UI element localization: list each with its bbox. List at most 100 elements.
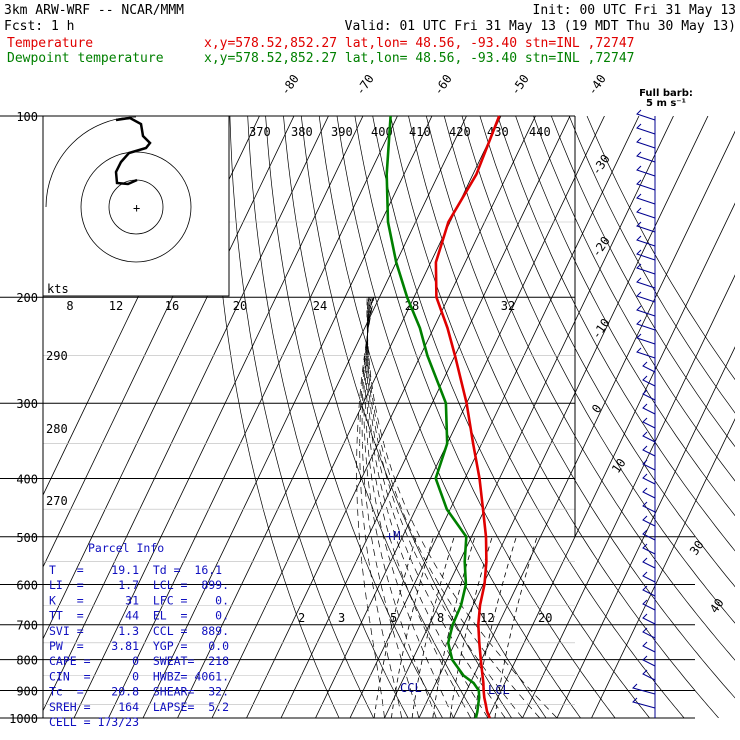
dry-adiabat [497, 116, 735, 552]
pressure-label: 500 [16, 531, 38, 545]
moist-adiabat [364, 297, 454, 718]
parcel-info-table: T = 19.1 Td = 16.1LI = 1.7 LCL = 899.K =… [49, 563, 229, 729]
dry-adiabat [568, 116, 735, 414]
wind-barb [632, 697, 656, 709]
wind-barb [642, 543, 656, 555]
hodograph-frame [42, 115, 230, 297]
forecast-hour: Fcst: 1 h [4, 19, 74, 34]
dry-adiabat [425, 116, 735, 699]
temperature-location: x,y=578.52,852.27 lat,lon= 48.56, -93.40… [204, 36, 634, 51]
theta-label: 410 [409, 125, 431, 139]
dry-adiabat [479, 116, 735, 588]
wind-barb [642, 417, 656, 429]
wind-barb [642, 473, 656, 485]
parcel-info-row: CAPE = 0 SWEAT= 218 [49, 654, 229, 668]
pressure-label: 400 [16, 472, 38, 486]
wind-barb [642, 613, 656, 625]
isotherm-label: -50 [508, 72, 532, 98]
moist-adiabat [366, 297, 541, 718]
pressure-label: 800 [16, 654, 38, 668]
isotherm-line [177, 116, 467, 718]
parcel-info-title: Parcel Info [88, 541, 164, 555]
dry-adiabat [461, 116, 735, 624]
pressure-label: 300 [16, 397, 38, 411]
parcel-info-row: CELL = 173/23 [49, 715, 139, 729]
wind-barb [636, 291, 656, 303]
parcel-info-row: TT = 44 EL = 0. [49, 609, 229, 623]
parcel-info-row: PW = 3.81 YGP = 0.0 [49, 639, 229, 653]
isotherm-line [280, 116, 571, 718]
wind-barb [642, 571, 656, 583]
wind-barb [632, 683, 656, 695]
theta-label: 440 [529, 125, 551, 139]
wind-barb [636, 305, 656, 317]
theta-label: 270 [46, 494, 68, 508]
isotherm-line [246, 116, 536, 718]
wind-barb [636, 235, 656, 247]
theta-label: 390 [331, 125, 353, 139]
hodo-center: + [133, 201, 140, 215]
wind-barb [642, 459, 656, 471]
hodo-speed-label: 8 [66, 299, 73, 313]
mixing-ratio-label: 5 [390, 611, 397, 625]
parcel-info-row: K = 31 LFC = 0. [49, 593, 229, 607]
mixing-ratio-label: 12 [480, 611, 494, 625]
parcel-info-row: T = 19.1 Td = 16.1 [49, 563, 222, 577]
wind-barb [642, 431, 656, 443]
lcl-label: LCL [488, 683, 510, 697]
wind-barb [636, 207, 656, 219]
mixing-ratio-label: 20 [538, 611, 552, 625]
parcel-info-row: LI = 1.7 LCL = 899. [49, 578, 229, 592]
dry-adiabat [586, 116, 735, 381]
wind-barb [642, 501, 656, 513]
model-title: 3km ARW-WRF -- NCAR/MMM [4, 3, 184, 18]
isotherm-line [556, 346, 735, 718]
parcel-info-row: SREH = 164 LAPSE= 5.2 [49, 700, 229, 714]
wind-barb [642, 361, 656, 373]
isotherm-line [43, 116, 295, 640]
isotherm-label: 30 [687, 538, 707, 558]
wind-barb [642, 515, 656, 527]
dry-adiabat [283, 116, 478, 718]
isotherm-line [142, 116, 433, 718]
mixing-ratio-label: 3 [338, 611, 345, 625]
wind-barb [642, 445, 656, 457]
isotherm-line [73, 116, 364, 718]
theta-label: 280 [46, 422, 68, 436]
wind-barb [642, 599, 656, 611]
wind-barb [642, 389, 656, 401]
temperature-profile [434, 115, 501, 719]
isotherm-line [487, 202, 735, 718]
hodo-speed-label: 20 [233, 299, 247, 313]
isotherm-label: 0 [589, 402, 605, 416]
parcel-info-row: CIN = 0 HWBZ= 4061. [49, 669, 229, 683]
wind-barb [642, 487, 656, 499]
wind-barb [636, 151, 656, 163]
profile-series [385, 115, 501, 719]
parcel-marker: +M [386, 529, 400, 543]
theta-label: 370 [249, 125, 271, 139]
isotherm-label: -80 [278, 72, 302, 98]
wind-barb [642, 557, 656, 569]
wind-barb [642, 641, 656, 653]
mixing-ratio-label: 2 [298, 611, 305, 625]
wind-barb [636, 263, 656, 275]
wind-barb [636, 193, 656, 205]
wind-barb [636, 319, 656, 331]
wind-barb [636, 123, 656, 135]
pressure-label: 100 [16, 110, 38, 124]
wind-barb [636, 347, 656, 359]
barb-key-title: Full barb: [639, 88, 693, 99]
hodo-units: kts [47, 282, 69, 296]
dry-adiabat [390, 116, 685, 718]
isotherm-label: -70 [353, 72, 377, 98]
dry-adiabat [354, 116, 616, 718]
dry-adiabat [229, 116, 374, 718]
theta-label: 400 [371, 125, 393, 139]
isotherm-label: -40 [585, 72, 609, 98]
dewpoint-legend: Dewpoint temperature [7, 51, 164, 66]
isotherm-label: -60 [431, 72, 455, 98]
wind-barb [642, 375, 656, 387]
